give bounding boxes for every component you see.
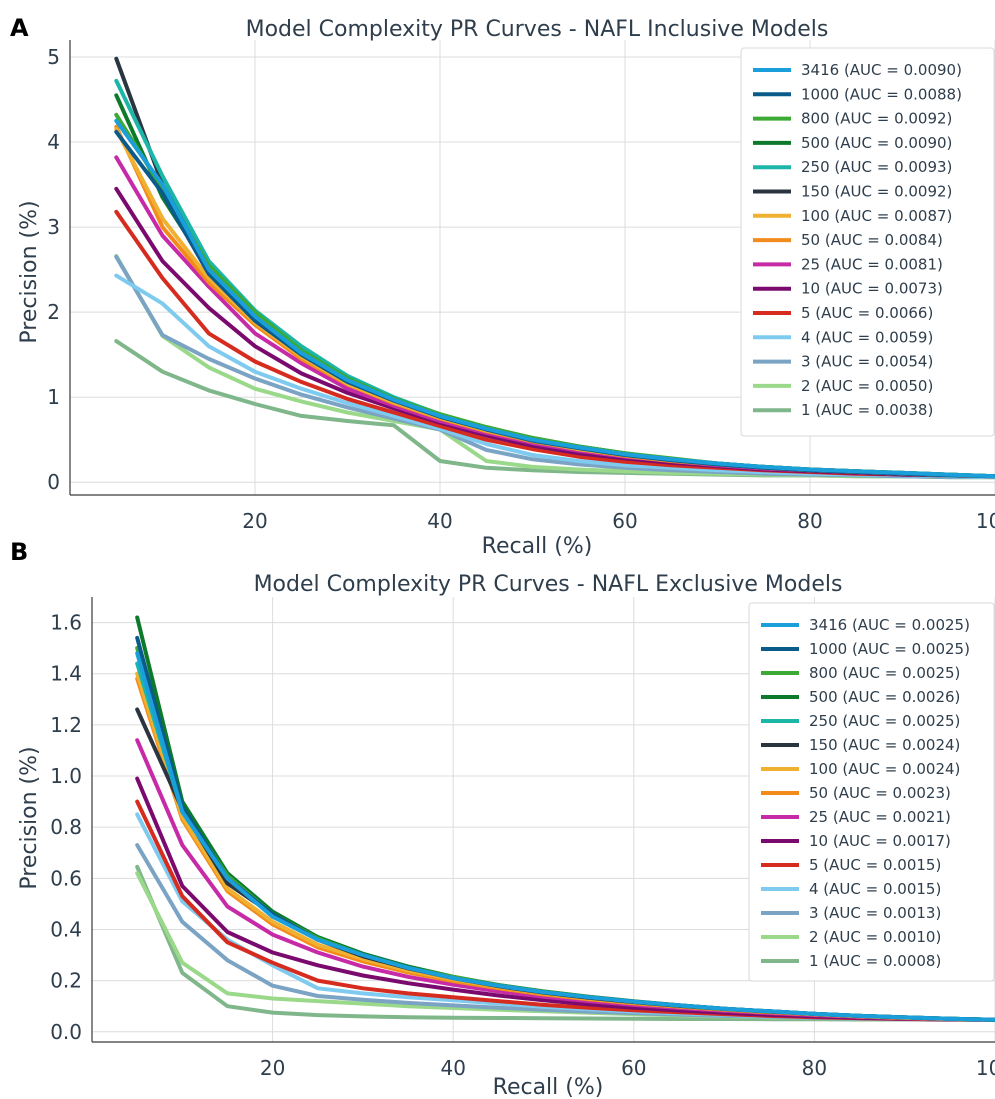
legend-label-b-1: 1000 (AUC = 0.0025) bbox=[809, 640, 970, 658]
y-tick-label-b-5: 1.0 bbox=[50, 764, 82, 788]
x-tick-label-a-2: 60 bbox=[612, 509, 637, 533]
legend-a bbox=[740, 47, 995, 437]
panel-a: A Model Complexity PR Curves - NAFL Incl… bbox=[10, 14, 995, 559]
legend-label-b-2: 800 (AUC = 0.0025) bbox=[809, 664, 960, 682]
legend-label-b-14: 1 (AUC = 0.0008) bbox=[809, 952, 941, 970]
legend-label-b-0: 3416 (AUC = 0.0025) bbox=[809, 616, 970, 634]
legend-b bbox=[748, 602, 995, 982]
legend-label-b-4: 250 (AUC = 0.0025) bbox=[809, 712, 960, 730]
legend-label-a-10: 5 (AUC = 0.0066) bbox=[801, 304, 933, 322]
x-tick-label-a-3: 80 bbox=[797, 509, 822, 533]
chart-title-a: Model Complexity PR Curves - NAFL Inclus… bbox=[246, 17, 829, 42]
y-tick-label-b-3: 0.6 bbox=[50, 866, 82, 890]
y-tick-label-b-4: 0.8 bbox=[50, 815, 82, 839]
y-tick-label-a-5: 5 bbox=[47, 45, 60, 69]
legend-label-a-9: 10 (AUC = 0.0073) bbox=[801, 280, 943, 298]
legend-label-b-5: 150 (AUC = 0.0024) bbox=[809, 736, 960, 754]
legend-label-b-9: 10 (AUC = 0.0017) bbox=[809, 832, 951, 850]
y-tick-label-a-3: 3 bbox=[47, 215, 60, 239]
legend-label-a-5: 150 (AUC = 0.0092) bbox=[801, 183, 952, 201]
x-tick-label-a-4: 100 bbox=[976, 509, 995, 533]
chart-title-b: Model Complexity PR Curves - NAFL Exclus… bbox=[254, 572, 843, 597]
panel-letter-b: B bbox=[10, 538, 28, 566]
legend-label-a-1: 1000 (AUC = 0.0088) bbox=[801, 85, 962, 103]
x-tick-label-b-1: 40 bbox=[440, 1056, 465, 1080]
y-axis-label-b: Precision (%) bbox=[17, 746, 42, 889]
legend-label-b-13: 2 (AUC = 0.0010) bbox=[809, 928, 941, 946]
legend-label-a-6: 100 (AUC = 0.0087) bbox=[801, 207, 952, 225]
panel-b: B Model Complexity PR Curves - NAFL Excl… bbox=[10, 538, 995, 1099]
series-line-b-0 bbox=[135, 651, 995, 1022]
x-tick-label-a-0: 20 bbox=[242, 509, 267, 533]
y-tick-label-a-1: 1 bbox=[47, 385, 60, 409]
y-tick-label-a-0: 0 bbox=[47, 470, 60, 494]
legend-label-a-4: 250 (AUC = 0.0093) bbox=[801, 158, 952, 176]
x-tick-label-b-0: 20 bbox=[260, 1056, 285, 1080]
y-tick-label-b-7: 1.4 bbox=[50, 662, 82, 686]
y-tick-label-b-2: 0.4 bbox=[50, 917, 82, 941]
y-tick-label-a-2: 2 bbox=[47, 300, 60, 324]
x-axis-label-a: Recall (%) bbox=[482, 534, 593, 559]
legend-label-b-11: 4 (AUC = 0.0015) bbox=[809, 880, 941, 898]
legend-label-a-11: 4 (AUC = 0.0059) bbox=[801, 328, 933, 346]
legend-label-b-6: 100 (AUC = 0.0024) bbox=[809, 760, 960, 778]
legend-label-a-2: 800 (AUC = 0.0092) bbox=[801, 110, 952, 128]
legend-label-a-12: 3 (AUC = 0.0054) bbox=[801, 353, 933, 371]
x-tick-label-b-2: 60 bbox=[621, 1056, 646, 1080]
y-tick-label-b-0: 0.0 bbox=[50, 1020, 82, 1044]
x-tick-label-b-3: 80 bbox=[802, 1056, 827, 1080]
y-tick-label-b-8: 1.6 bbox=[50, 611, 82, 635]
legend-label-a-7: 50 (AUC = 0.0084) bbox=[801, 231, 943, 249]
legend-label-a-0: 3416 (AUC = 0.0090) bbox=[801, 61, 962, 79]
y-tick-label-b-6: 1.2 bbox=[50, 713, 82, 737]
legend-label-b-12: 3 (AUC = 0.0013) bbox=[809, 904, 941, 922]
legend-label-a-14: 1 (AUC = 0.0038) bbox=[801, 401, 933, 419]
y-axis-label-a: Precision (%) bbox=[17, 200, 42, 343]
x-tick-label-a-1: 40 bbox=[427, 509, 452, 533]
legend-label-b-3: 500 (AUC = 0.0026) bbox=[809, 688, 960, 706]
legend-label-b-8: 25 (AUC = 0.0021) bbox=[809, 808, 951, 826]
y-tick-label-b-1: 0.2 bbox=[50, 969, 82, 993]
panel-letter-a: A bbox=[10, 14, 29, 42]
y-tick-label-a-4: 4 bbox=[47, 130, 60, 154]
series-line-a-0 bbox=[114, 118, 995, 479]
x-axis-label-b: Recall (%) bbox=[493, 1075, 604, 1099]
legend-label-b-10: 5 (AUC = 0.0015) bbox=[809, 856, 941, 874]
legend-label-b-7: 50 (AUC = 0.0023) bbox=[809, 784, 951, 802]
legend-label-a-3: 500 (AUC = 0.0090) bbox=[801, 134, 952, 152]
x-tick-label-b-4: 100 bbox=[976, 1056, 995, 1080]
legend-label-a-13: 2 (AUC = 0.0050) bbox=[801, 377, 933, 395]
legend-label-a-8: 25 (AUC = 0.0081) bbox=[801, 255, 943, 273]
